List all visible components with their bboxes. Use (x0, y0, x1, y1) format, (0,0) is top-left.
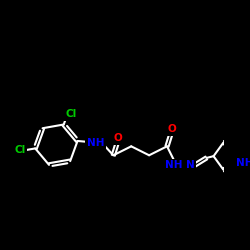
Text: NH: NH (236, 158, 250, 168)
Text: Cl: Cl (14, 145, 26, 155)
Text: N: N (186, 160, 195, 170)
Text: O: O (167, 124, 176, 134)
Text: O: O (114, 133, 122, 143)
Text: NH: NH (166, 160, 183, 170)
Text: NH: NH (87, 138, 104, 148)
Text: Cl: Cl (65, 110, 76, 120)
